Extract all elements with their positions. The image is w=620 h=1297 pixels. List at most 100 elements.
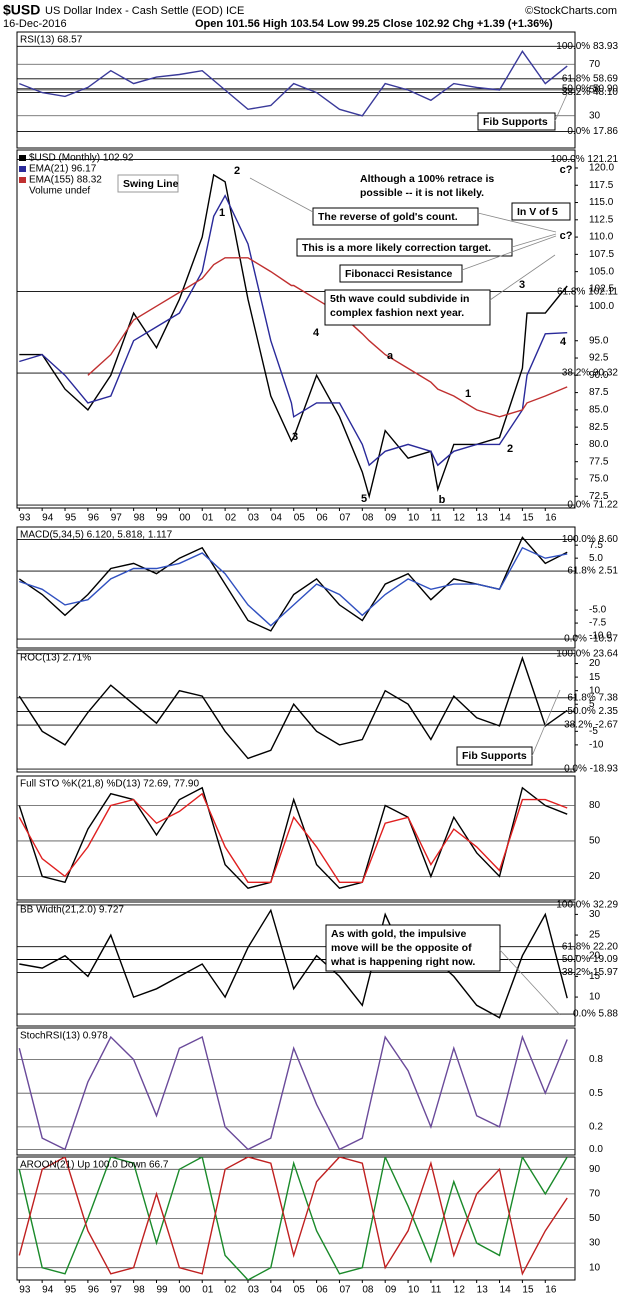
annotation-box bbox=[324, 289, 491, 326]
x-tick-label: 09 bbox=[385, 513, 397, 524]
y-tick-label: 50 bbox=[589, 836, 601, 847]
y-tick-label: 10 bbox=[589, 992, 601, 1003]
legend-label: $USD (Monthly) 102.92 bbox=[29, 153, 134, 164]
y-tick-label: 0.8 bbox=[589, 1054, 603, 1065]
x-tick-label: 06 bbox=[317, 513, 329, 524]
y-tick-label: 25 bbox=[589, 930, 601, 941]
y-tick-label: 100.0 bbox=[589, 301, 614, 312]
x-tick-label: 06 bbox=[317, 1285, 329, 1296]
fib-label: 100.0% 23.64 bbox=[556, 648, 618, 659]
annotation-text: what is happening right now. bbox=[330, 956, 475, 968]
fib-label: 50.0% 50.90 bbox=[562, 83, 619, 94]
annotation-box bbox=[339, 264, 463, 283]
x-tick-label: 04 bbox=[271, 1285, 283, 1296]
x-tick-label: 96 bbox=[88, 1285, 100, 1296]
fib-label: 0.0% -10.57 bbox=[564, 634, 618, 645]
panel-frame bbox=[16, 1027, 576, 1156]
x-tick-label: 14 bbox=[500, 513, 512, 524]
x-tick-label: 11 bbox=[431, 513, 442, 524]
wave-label: c? bbox=[560, 230, 573, 242]
x-tick-label: 11 bbox=[431, 1285, 442, 1296]
fib-label: 50.0% 2.35 bbox=[567, 706, 618, 717]
y-tick-label: 105.0 bbox=[589, 266, 614, 277]
y-tick-label: 117.5 bbox=[589, 180, 614, 191]
y-tick-label: 115.0 bbox=[589, 197, 614, 208]
y-tick-label: 0.0 bbox=[589, 1144, 603, 1155]
fib-label: 100.0% 121.21 bbox=[551, 154, 619, 165]
wave-label: c? bbox=[560, 164, 573, 176]
x-tick-label: 05 bbox=[294, 1285, 306, 1296]
x-tick-label: 93 bbox=[19, 1285, 31, 1296]
y-tick-label: 112.5 bbox=[589, 214, 614, 225]
annotation-text: complex fashion next year. bbox=[330, 307, 464, 319]
date: 16-Dec-2016 bbox=[3, 18, 67, 30]
source: ©StockCharts.com bbox=[525, 5, 617, 17]
x-tick-label: 16 bbox=[545, 1285, 557, 1296]
x-tick-label: 93 bbox=[19, 513, 31, 524]
y-tick-label: 10 bbox=[589, 1262, 601, 1273]
x-tick-label: 02 bbox=[225, 1285, 237, 1296]
panel-title: MACD(5,34,5) 6.120, 5.818, 1.117 bbox=[20, 530, 173, 541]
wave-label: b bbox=[439, 494, 446, 506]
y-tick-label: 90 bbox=[589, 1164, 601, 1175]
panel-frame bbox=[16, 526, 576, 649]
panel-title: StochRSI(13) 0.978 bbox=[20, 1031, 108, 1042]
fib-label: 100.0% 8.60 bbox=[562, 534, 619, 545]
y-tick-label: 30 bbox=[589, 110, 601, 121]
annotation-text: 5th wave could subdivide in bbox=[330, 293, 469, 305]
fib-label: 61.8% 7.38 bbox=[567, 692, 618, 703]
volume-label: Volume undef bbox=[29, 186, 90, 197]
y-tick-label: 80 bbox=[589, 800, 601, 811]
symbol: $USD bbox=[3, 2, 40, 18]
panel-title: Full STO %K(21,8) %D(13) 72.69, bbox=[20, 779, 171, 790]
y-tick-label: 87.5 bbox=[589, 387, 609, 398]
pointer-line bbox=[554, 91, 569, 122]
x-tick-label: 13 bbox=[477, 513, 489, 524]
y-tick-label: 20 bbox=[589, 950, 601, 961]
y-tick-label: 92.5 bbox=[589, 353, 609, 364]
x-tick-label: 00 bbox=[179, 1285, 191, 1296]
legend-swatch bbox=[19, 155, 26, 161]
x-tick-label: 97 bbox=[111, 1285, 123, 1296]
annotation-box bbox=[325, 924, 501, 972]
series-line bbox=[19, 50, 568, 117]
annotation-text: Although a 100% retrace is bbox=[360, 173, 494, 185]
x-tick-label: 12 bbox=[454, 1285, 466, 1296]
x-tick-label: 01 bbox=[202, 1285, 214, 1296]
fib-label: 100.0% 83.93 bbox=[556, 41, 618, 52]
wave-label: 1 bbox=[219, 207, 225, 219]
x-tick-label: 04 bbox=[271, 513, 283, 524]
y-tick-label: 70 bbox=[589, 1189, 601, 1200]
x-tick-label: 99 bbox=[157, 513, 169, 524]
wave-label: 3 bbox=[519, 279, 525, 291]
x-tick-label: 05 bbox=[294, 513, 306, 524]
x-tick-label: 09 bbox=[385, 1285, 397, 1296]
panel-title: BB Width(21,2.0) 9.727 bbox=[20, 905, 124, 916]
fib-label: 38.2% -2.67 bbox=[564, 720, 618, 731]
annotation-box bbox=[296, 238, 513, 257]
annotation-text: Swing Line bbox=[123, 178, 179, 190]
y-tick-label: 30 bbox=[589, 909, 601, 920]
series-line bbox=[19, 908, 568, 1019]
annotation-text: Fib Supports bbox=[462, 750, 527, 762]
annotation-text: possible -- it is not likely. bbox=[360, 187, 484, 199]
panel-title-suffix: 77.90 bbox=[174, 779, 199, 790]
y-tick-label: 20 bbox=[589, 658, 601, 669]
y-tick-label: 107.5 bbox=[589, 249, 614, 260]
pointer-line bbox=[511, 233, 557, 248]
series-line bbox=[18, 655, 568, 760]
y-tick-label: 5.0 bbox=[589, 553, 603, 564]
series-line bbox=[18, 1157, 568, 1276]
y-tick-label: 0.5 bbox=[589, 1088, 603, 1099]
series-line bbox=[18, 1034, 568, 1151]
wave-label: 4 bbox=[560, 336, 567, 348]
x-tick-label: 10 bbox=[408, 1285, 420, 1296]
y-tick-label: 20 bbox=[589, 871, 601, 882]
y-tick-label: 5 bbox=[589, 699, 595, 710]
legend-swatch bbox=[19, 177, 26, 183]
y-tick-label: 15 bbox=[589, 672, 601, 683]
instrument-name: US Dollar Index - Cash Settle (EOD) ICE bbox=[45, 5, 244, 17]
y-tick-label: 77.5 bbox=[589, 456, 609, 467]
